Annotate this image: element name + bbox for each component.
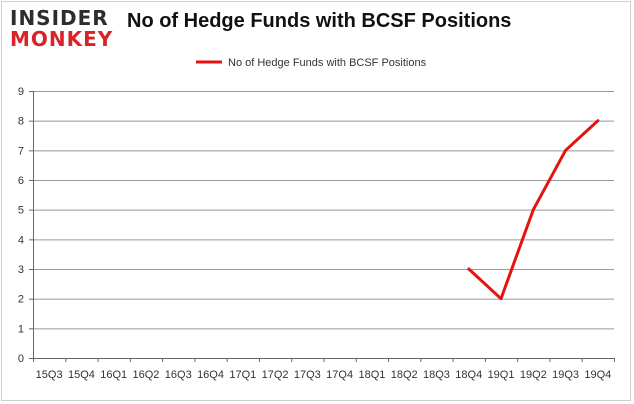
logo-line-monkey: MONKEY xyxy=(10,27,114,51)
y-tick-label: 8 xyxy=(18,116,24,128)
insider-monkey-logo: INSIDER MONKEY xyxy=(10,8,120,52)
axes xyxy=(29,91,615,362)
x-tick-label: 18Q3 xyxy=(423,369,450,381)
legend-label: No of Hedge Funds with BCSF Positions xyxy=(228,57,427,69)
chart-title: No of Hedge Funds with BCSF Positions xyxy=(127,10,512,32)
y-tick-label: 4 xyxy=(18,234,24,246)
y-tick-label: 1 xyxy=(18,323,24,335)
x-tick-label: 19Q3 xyxy=(552,369,579,381)
series-line xyxy=(467,119,600,301)
legend: No of Hedge Funds with BCSF Positions xyxy=(196,57,427,69)
x-tick-label: 17Q3 xyxy=(294,369,321,381)
x-tick-label: 16Q2 xyxy=(133,369,160,381)
y-tick-label: 5 xyxy=(18,205,24,217)
x-tick-label: 17Q2 xyxy=(262,369,289,381)
x-tick-label: 16Q1 xyxy=(100,369,127,381)
x-tick-label: 19Q2 xyxy=(520,369,547,381)
gridlines xyxy=(33,91,614,330)
logo-line-insider: INSIDER xyxy=(10,6,109,30)
x-tick-label: 18Q1 xyxy=(358,369,385,381)
y-tick-label: 2 xyxy=(18,294,24,306)
y-tick-label: 0 xyxy=(18,353,24,365)
x-tick-label: 19Q1 xyxy=(488,369,515,381)
x-tick-label: 18Q2 xyxy=(391,369,418,381)
y-tick-label: 3 xyxy=(18,264,24,276)
x-tick-label: 16Q4 xyxy=(197,369,224,381)
y-tick-label: 9 xyxy=(18,86,24,98)
y-tick-labels: 0 1 2 3 4 5 6 7 8 9 xyxy=(18,86,24,365)
x-tick-label: 15Q4 xyxy=(68,369,95,381)
x-tick-label: 17Q1 xyxy=(229,369,256,381)
x-tick-label: 19Q4 xyxy=(584,369,611,381)
x-tick-label: 15Q3 xyxy=(36,369,63,381)
series-lines xyxy=(467,119,600,301)
x-tick-labels: 15Q3 15Q4 16Q1 16Q2 16Q3 16Q4 17Q1 17Q2 17Q3 17Q4… xyxy=(36,369,612,381)
x-tick-label: 18Q4 xyxy=(455,369,482,381)
x-tick-label: 17Q4 xyxy=(326,369,353,381)
x-tick-label: 16Q3 xyxy=(165,369,192,381)
y-tick-label: 7 xyxy=(18,145,24,157)
y-tick-label: 6 xyxy=(18,175,24,187)
